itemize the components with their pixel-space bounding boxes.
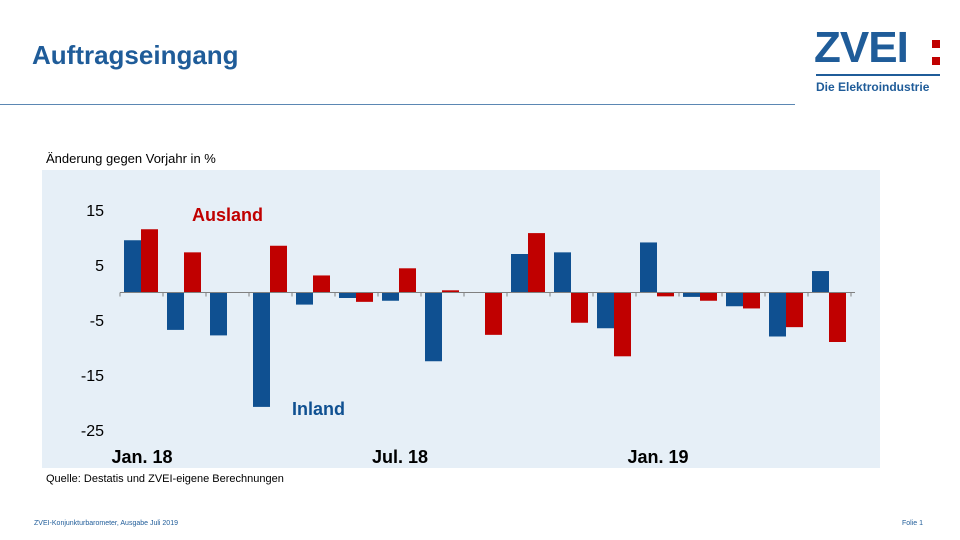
logo-colon-dot-top	[932, 40, 940, 48]
bar-ausland	[571, 292, 588, 323]
bar-inland	[812, 271, 829, 293]
bar-ausland	[485, 292, 502, 335]
bar-inland	[511, 254, 528, 293]
bar-ausland	[657, 292, 674, 297]
x-tick-label: Jan. 19	[627, 447, 688, 467]
bar-inland	[339, 292, 356, 298]
bar-inland	[769, 292, 786, 337]
zvei-logo: ZVEI Die Elektroindustrie	[814, 26, 944, 100]
x-tick-label: Jan. 18	[111, 447, 172, 467]
bar-inland	[726, 292, 743, 307]
bar-ausland	[356, 292, 373, 302]
x-tick-label: Jul. 18	[372, 447, 428, 467]
series-label-inland: Inland	[292, 399, 345, 419]
source-note: Quelle: Destatis und ZVEI-eigene Berechn…	[46, 473, 284, 485]
footer-slide-number: Folie 1	[902, 520, 924, 527]
bar-ausland	[399, 268, 416, 293]
bar-inland	[597, 292, 614, 329]
bar-inland	[640, 242, 657, 293]
bar-inland	[253, 292, 270, 407]
y-tick-label: -15	[81, 368, 104, 385]
bar-ausland	[786, 292, 803, 328]
footer-edition: ZVEI-Konjunkturbarometer, Ausgabe Juli 2…	[34, 520, 178, 527]
bar-ausland	[700, 292, 717, 301]
bar-ausland	[528, 233, 545, 293]
bar-inland	[296, 292, 313, 305]
page-title: Auftragseingang	[32, 40, 239, 70]
bar-ausland	[270, 245, 287, 293]
bar-ausland	[743, 292, 760, 309]
bar-ausland	[614, 292, 631, 357]
title-divider	[0, 104, 795, 105]
bar-inland	[554, 252, 571, 293]
logo-colon-dot-bottom	[932, 57, 940, 65]
logo-subtitle: Die Elektroindustrie	[816, 80, 930, 94]
logo-underline	[816, 74, 940, 76]
bar-ausland	[313, 275, 330, 293]
y-axis-caption: Änderung gegen Vorjahr in %	[46, 151, 216, 166]
bar-ausland	[829, 292, 846, 342]
bar-inland	[124, 240, 141, 293]
y-tick-label: -5	[90, 313, 104, 330]
y-tick-label: 5	[95, 258, 104, 275]
bar-ausland	[442, 290, 459, 293]
bar-ausland	[184, 252, 201, 293]
y-tick-label: -25	[81, 423, 104, 440]
bar-inland	[167, 292, 184, 330]
series-label-ausland: Ausland	[192, 205, 263, 225]
bar-inland	[210, 292, 227, 336]
bar-inland	[683, 292, 700, 297]
bar-inland	[425, 292, 442, 362]
logo-wordmark: ZVEI	[814, 23, 909, 72]
bar-ausland	[141, 229, 158, 293]
y-tick-label: 15	[86, 203, 104, 220]
bar-inland	[382, 292, 399, 301]
